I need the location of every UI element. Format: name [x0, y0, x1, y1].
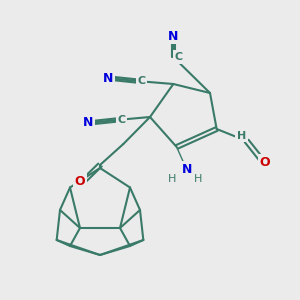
Text: H: H [194, 173, 202, 184]
Text: H: H [237, 130, 246, 141]
Text: H: H [167, 173, 176, 184]
Text: N: N [103, 71, 113, 85]
Text: N: N [182, 163, 192, 176]
Text: O: O [260, 155, 270, 169]
Text: C: C [174, 52, 182, 62]
Text: C: C [118, 115, 126, 125]
Text: O: O [75, 175, 85, 188]
Text: N: N [83, 116, 94, 130]
Text: N: N [168, 29, 178, 43]
Text: C: C [138, 76, 146, 86]
